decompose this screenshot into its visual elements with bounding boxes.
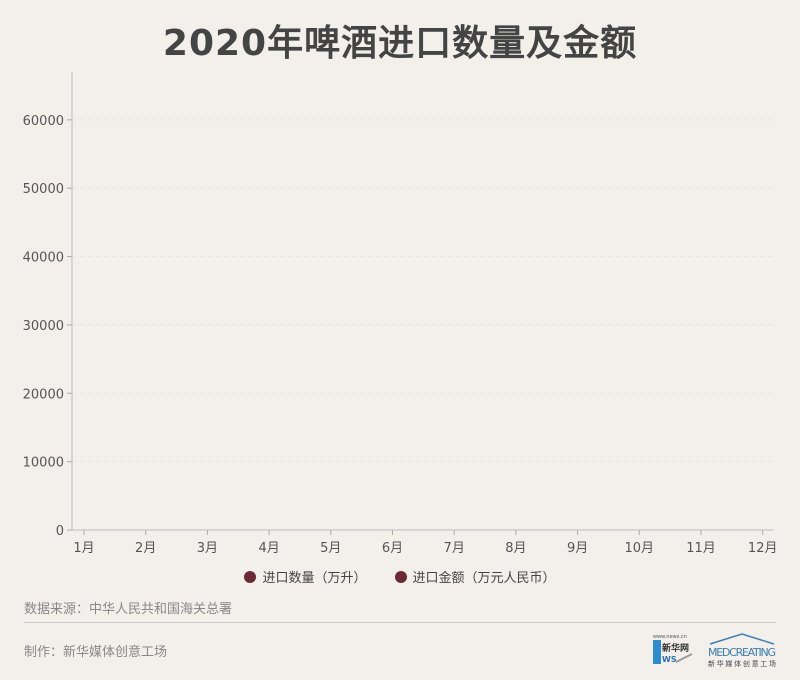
y-tick-label: 50000 bbox=[23, 182, 64, 197]
medcreating-logo: MEDCREATING 新华媒体创意工场 bbox=[708, 633, 776, 668]
svg-text:新华媒体创意工场: 新华媒体创意工场 bbox=[708, 659, 776, 668]
legend: 进口数量（万升） 进口金额（万元人民币） bbox=[0, 567, 800, 586]
xinhuanet-logo: www.news.cn 新华网 WS bbox=[653, 634, 693, 664]
data-source: 数据来源：中华人民共和国海关总署 bbox=[24, 602, 233, 617]
legend-item-amount[interactable]: 进口金额（万元人民币） bbox=[394, 567, 556, 586]
x-tick-label: 5月 bbox=[320, 541, 341, 556]
x-tick-label: 1月 bbox=[73, 541, 94, 556]
y-tick-label: 60000 bbox=[23, 114, 64, 129]
legend-dot bbox=[394, 570, 407, 583]
x-tick-label: 8月 bbox=[505, 541, 526, 556]
x-tick-label: 3月 bbox=[197, 541, 218, 556]
legend-label: 进口数量（万升） bbox=[262, 571, 367, 586]
x-tick-label: 10月 bbox=[625, 541, 655, 556]
legend-label: 进口金额（万元人民币） bbox=[412, 571, 556, 586]
svg-text:MEDCREATING: MEDCREATING bbox=[708, 646, 776, 659]
y-tick-label: 10000 bbox=[23, 456, 64, 471]
svg-text:新华网: 新华网 bbox=[662, 642, 689, 654]
x-tick-label: 7月 bbox=[444, 541, 465, 556]
x-tick-label: 4月 bbox=[258, 541, 279, 556]
chart-title: 2020年啤酒进口数量及金额 bbox=[162, 23, 638, 64]
credit: 制作：新华媒体创意工场 bbox=[24, 645, 168, 660]
svg-text:www.news.cn: www.news.cn bbox=[653, 634, 687, 640]
y-tick-label: 0 bbox=[56, 524, 64, 539]
y-tick-label: 40000 bbox=[23, 251, 64, 266]
x-tick-label: 6月 bbox=[382, 541, 403, 556]
legend-item-quantity[interactable]: 进口数量（万升） bbox=[244, 567, 367, 586]
chart-plot: 0 10000 20000 30000 40000 50000 60000 1月 2月 3月 4月 5… bbox=[23, 72, 778, 556]
x-tick-label: 9月 bbox=[567, 541, 588, 556]
svg-text:WS: WS bbox=[662, 655, 677, 664]
x-tick-label: 11月 bbox=[686, 541, 716, 556]
x-tick-label: 12月 bbox=[748, 541, 778, 556]
y-tick-label: 30000 bbox=[23, 319, 64, 334]
y-tick-label: 20000 bbox=[23, 387, 64, 402]
legend-dot bbox=[244, 570, 257, 583]
divider bbox=[24, 622, 776, 623]
x-tick-label: 2月 bbox=[135, 541, 156, 556]
